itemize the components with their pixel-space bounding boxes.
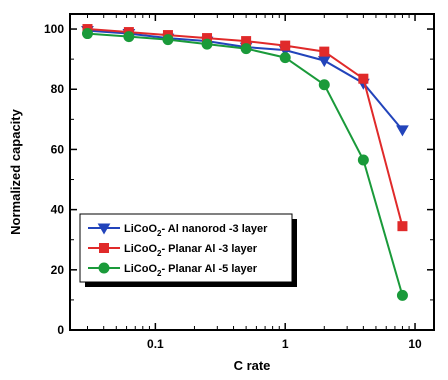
- circle-marker: [357, 154, 369, 166]
- y-tick-label: 0: [57, 323, 64, 337]
- circle-marker: [396, 289, 408, 301]
- circle-marker: [318, 79, 330, 91]
- square-marker: [397, 221, 408, 232]
- series-3: [81, 28, 408, 301]
- y-tick-label: 20: [51, 263, 65, 277]
- axes: 0 20 40 60 80 100 0.1 1 10: [44, 14, 434, 351]
- legend-entry: LiCoO2- Al nanorod -3 layer: [88, 223, 268, 238]
- square-marker: [358, 73, 369, 84]
- legend-label-subscript: 2: [157, 249, 162, 258]
- legend-label-subscript: 2: [157, 229, 162, 238]
- series-2: [82, 24, 408, 232]
- y-tick-label: 100: [44, 22, 64, 36]
- legend-label-main: LiCoO: [124, 223, 157, 235]
- square-marker: [99, 243, 109, 253]
- circle-marker: [279, 52, 291, 64]
- square-marker: [280, 40, 291, 51]
- plot-frame: [69, 13, 435, 331]
- circle-marker: [201, 38, 213, 50]
- series-layer: [81, 24, 409, 301]
- legend-label-rest: - Planar Al -3 layer: [161, 243, 257, 255]
- y-axis-title: Normalized capacity: [8, 108, 23, 234]
- legend-label: LiCoO2- Planar Al -5 layer: [124, 263, 258, 278]
- legend-label: LiCoO2- Planar Al -3 layer: [124, 243, 258, 258]
- y-tick-label: 40: [51, 203, 65, 217]
- legend-label-main: LiCoO: [124, 243, 157, 255]
- legend-label-subscript: 2: [157, 269, 162, 278]
- circle-marker: [81, 28, 93, 40]
- series-line: [87, 28, 404, 227]
- x-axis-title: C rate: [234, 358, 271, 373]
- x-tick-label: 10: [408, 337, 422, 351]
- legend-label-rest: - Al nanorod -3 layer: [161, 223, 268, 235]
- legend-entry: LiCoO2- Planar Al -3 layer: [88, 243, 258, 258]
- legend-label: LiCoO2- Al nanorod -3 layer: [124, 223, 268, 238]
- x-tick-label: 1: [282, 337, 289, 351]
- circle-marker: [123, 31, 135, 43]
- y-tick-label: 60: [51, 142, 65, 156]
- square-marker: [319, 46, 330, 57]
- y-tick-label: 80: [51, 82, 65, 96]
- circle-marker: [240, 43, 252, 55]
- legend-label-rest: - Planar Al -5 layer: [161, 263, 257, 275]
- legend-label-main: LiCoO: [124, 263, 157, 275]
- circle-marker: [98, 262, 110, 274]
- circle-marker: [162, 34, 174, 46]
- triangle-marker: [396, 125, 409, 137]
- x-tick-label: 0.1: [147, 337, 164, 351]
- triangle-marker: [317, 56, 331, 68]
- triangle-marker: [97, 223, 111, 235]
- legend-entry: LiCoO2- Planar Al -5 layer: [88, 262, 258, 278]
